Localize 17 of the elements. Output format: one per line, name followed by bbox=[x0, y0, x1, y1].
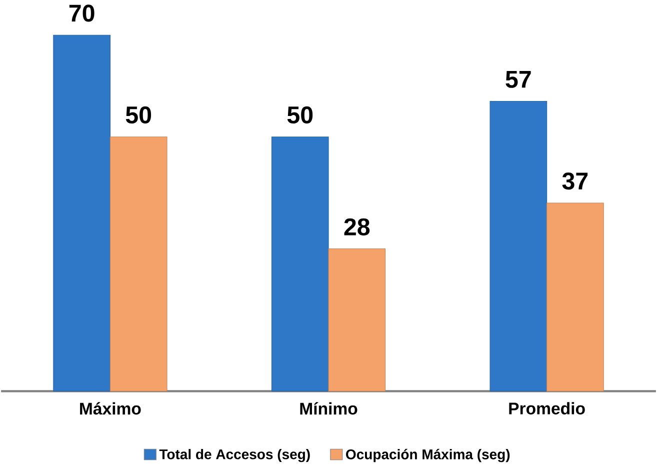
bar bbox=[53, 34, 110, 392]
data-label: 70 bbox=[69, 4, 94, 22]
bar bbox=[546, 202, 604, 392]
bar bbox=[110, 136, 168, 392]
data-label: 50 bbox=[126, 106, 152, 124]
bar bbox=[328, 248, 386, 392]
x-tick-label: Máximo bbox=[80, 402, 141, 415]
legend-label: Total de Accesos (seg) bbox=[159, 449, 310, 462]
data-label: 37 bbox=[562, 172, 588, 190]
bar bbox=[271, 136, 329, 392]
x-tick-label: Mínimo bbox=[300, 402, 358, 415]
data-label: 28 bbox=[344, 218, 370, 236]
data-label: 57 bbox=[506, 71, 531, 88]
bar bbox=[490, 101, 548, 392]
data-label: 50 bbox=[287, 106, 313, 124]
x-tick-label: Promedio bbox=[509, 402, 585, 414]
legend-label: Ocupación Máxima (seg) bbox=[346, 448, 510, 462]
